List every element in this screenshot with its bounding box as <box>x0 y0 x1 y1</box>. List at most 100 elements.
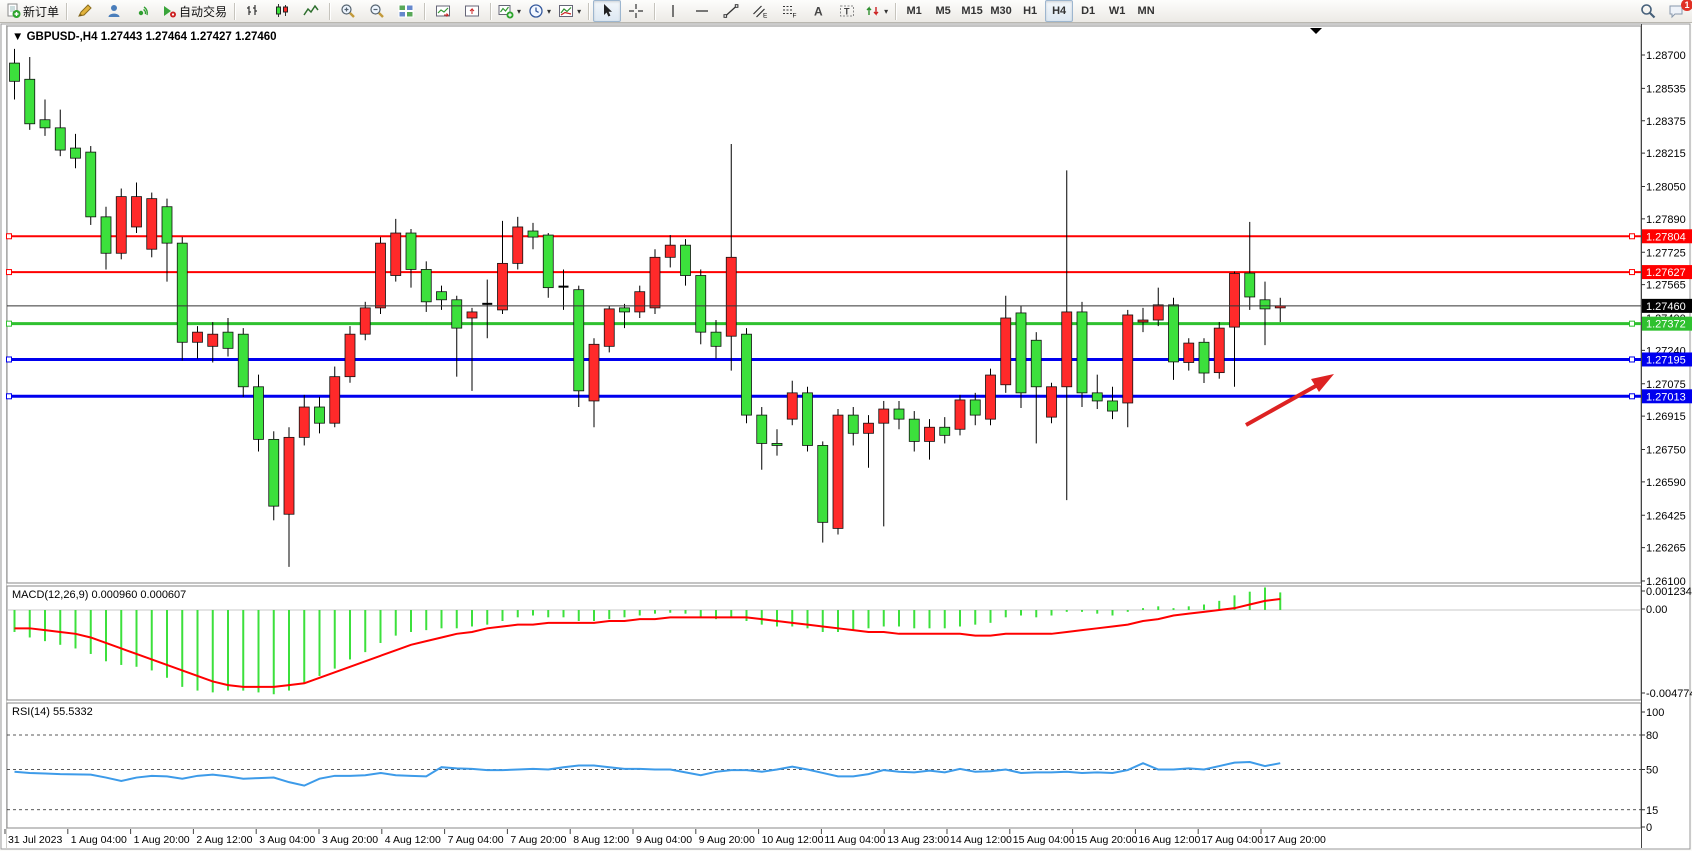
svg-text:1.26750: 1.26750 <box>1646 445 1686 457</box>
svg-text:15 Aug 20:00: 15 Aug 20:00 <box>1076 834 1138 846</box>
bars-chart-button[interactable] <box>239 0 267 22</box>
svg-text:80: 80 <box>1646 730 1658 742</box>
timeframe-button-m1[interactable]: M1 <box>900 0 928 22</box>
hline-button[interactable] <box>688 0 716 22</box>
styler-button[interactable] <box>71 0 99 22</box>
fibo-icon: F <box>783 6 797 19</box>
tile-windows-button[interactable] <box>392 0 420 22</box>
svg-text:▼ GBPUSD-,H4 1.27443 1.27464: ▼ GBPUSD-,H4 1.27443 1.27464 1.27427 1.2… <box>12 31 277 43</box>
chart-shift-button[interactable] <box>458 0 486 22</box>
line-chart-button[interactable] <box>297 0 325 22</box>
tile-windows-icon <box>398 4 414 18</box>
zoom-out-icon <box>370 4 384 18</box>
svg-text:17 Aug 20:00: 17 Aug 20:00 <box>1264 834 1326 846</box>
chart-shift-icon <box>465 5 480 17</box>
candles-chart-button[interactable] <box>268 0 296 22</box>
svg-text:15: 15 <box>1646 805 1658 817</box>
new-order-button[interactable]: 新订单 <box>2 0 62 22</box>
trendline-button[interactable] <box>717 0 745 22</box>
svg-text:17 Aug 04:00: 17 Aug 04:00 <box>1201 834 1263 846</box>
svg-text:7 Aug 04:00: 7 Aug 04:00 <box>448 834 504 846</box>
timeframe-label: M1 <box>906 5 922 17</box>
timeframe-label: M5 <box>935 5 951 17</box>
autotrade-icon <box>164 6 177 18</box>
timeframe-label: MN <box>1137 5 1155 17</box>
bars-chart-icon <box>247 5 258 15</box>
svg-text:1.26915: 1.26915 <box>1646 411 1686 423</box>
toolbar-button-label: 新订单 <box>23 4 60 19</box>
svg-text:1.27460: 1.27460 <box>1646 301 1686 313</box>
arrows-button[interactable]: ▾ <box>862 0 891 22</box>
svg-text:RSI(14) 55.5332: RSI(14) 55.5332 <box>12 706 93 718</box>
crosshair-button[interactable] <box>622 0 650 22</box>
alerts-button[interactable] <box>129 0 157 22</box>
price-chart-canvas[interactable]: 1.28700 1.28535 1.28375 1.28215 1.28050 1.278… <box>0 23 1692 851</box>
templates-icon <box>559 5 574 17</box>
notifications-button[interactable]: 1 <box>1662 0 1692 22</box>
timeframe-label: M15 <box>961 5 983 17</box>
profiles-button[interactable] <box>100 0 128 22</box>
zoom-in-button[interactable] <box>334 0 362 22</box>
text-label-button[interactable]: T <box>833 0 861 22</box>
indicators-icon <box>498 5 514 19</box>
cursor-button[interactable] <box>593 0 622 22</box>
timeframe-label: H4 <box>1052 5 1067 17</box>
timeframe-button-m15[interactable]: M15 <box>958 0 986 22</box>
timeframe-button-m5[interactable]: M5 <box>929 0 957 22</box>
toolbar-separator <box>234 2 236 20</box>
svg-text:A: A <box>814 5 823 19</box>
channel-button[interactable]: E <box>746 0 774 22</box>
vline-button[interactable] <box>659 0 687 22</box>
svg-text:31 Jul 2023: 31 Jul 2023 <box>8 834 62 846</box>
timeframe-button-h1[interactable]: H1 <box>1016 0 1044 22</box>
svg-text:1.27890: 1.27890 <box>1646 214 1686 226</box>
svg-text:10 Aug 12:00: 10 Aug 12:00 <box>762 834 824 846</box>
svg-text:1.28700: 1.28700 <box>1646 50 1686 62</box>
periods-button[interactable]: ▾ <box>525 0 554 22</box>
chevron-down-icon: ▾ <box>547 6 552 16</box>
templates-button[interactable]: ▾ <box>555 0 584 22</box>
toolbar-button-label: 自动交易 <box>179 4 228 19</box>
timeframe-button-mn[interactable]: MN <box>1132 0 1160 22</box>
svg-text:MACD(12,26,9) 0.000960 0.00060: MACD(12,26,9) 0.000960 0.000607 <box>12 589 186 601</box>
timeframe-button-d1[interactable]: D1 <box>1074 0 1102 22</box>
cursor-icon <box>604 4 613 17</box>
toolbar-separator <box>490 2 492 20</box>
timeframe-label: H1 <box>1023 5 1038 17</box>
crosshair-icon <box>629 4 644 18</box>
indicators-button[interactable]: ▾ <box>495 0 524 22</box>
auto-trading-button[interactable]: 自动交易 <box>158 0 230 22</box>
svg-text:1.26265: 1.26265 <box>1646 543 1686 555</box>
svg-text:1.28375: 1.28375 <box>1646 116 1686 128</box>
periods-icon <box>529 4 543 18</box>
svg-text:4 Aug 12:00: 4 Aug 12:00 <box>385 834 441 846</box>
search-button[interactable] <box>1634 0 1662 22</box>
channel-icon: E <box>753 5 768 19</box>
profile-icon <box>108 5 120 17</box>
autoscroll-button[interactable] <box>429 0 457 22</box>
svg-text:100: 100 <box>1646 707 1664 719</box>
svg-text:11 Aug 04:00: 11 Aug 04:00 <box>824 834 885 846</box>
zoom-out-button[interactable] <box>363 0 391 22</box>
toolbar-separator <box>66 2 68 20</box>
crayon-icon <box>78 4 92 17</box>
svg-text:1.28215: 1.28215 <box>1646 148 1686 160</box>
timeframe-button-h4[interactable]: H4 <box>1045 0 1074 22</box>
svg-text:1.27075: 1.27075 <box>1646 379 1686 391</box>
svg-text:50: 50 <box>1646 765 1658 777</box>
svg-text:15 Aug 04:00: 15 Aug 04:00 <box>1013 834 1075 846</box>
timeframe-button-m30[interactable]: M30 <box>987 0 1015 22</box>
svg-text:1.27013: 1.27013 <box>1646 391 1686 403</box>
svg-text:3 Aug 04:00: 3 Aug 04:00 <box>259 834 315 846</box>
text-button[interactable]: A <box>804 0 832 22</box>
svg-text:0.001234: 0.001234 <box>1646 586 1692 598</box>
timeframe-label: D1 <box>1081 5 1096 17</box>
svg-text:1.26590: 1.26590 <box>1646 477 1686 489</box>
timeframe-button-w1[interactable]: W1 <box>1103 0 1131 22</box>
svg-text:T: T <box>844 7 850 17</box>
svg-text:-0.004774: -0.004774 <box>1646 688 1692 700</box>
svg-text:1.27804: 1.27804 <box>1646 231 1686 243</box>
fibonacci-button[interactable]: F <box>775 0 803 22</box>
svg-text:0: 0 <box>1646 822 1652 834</box>
